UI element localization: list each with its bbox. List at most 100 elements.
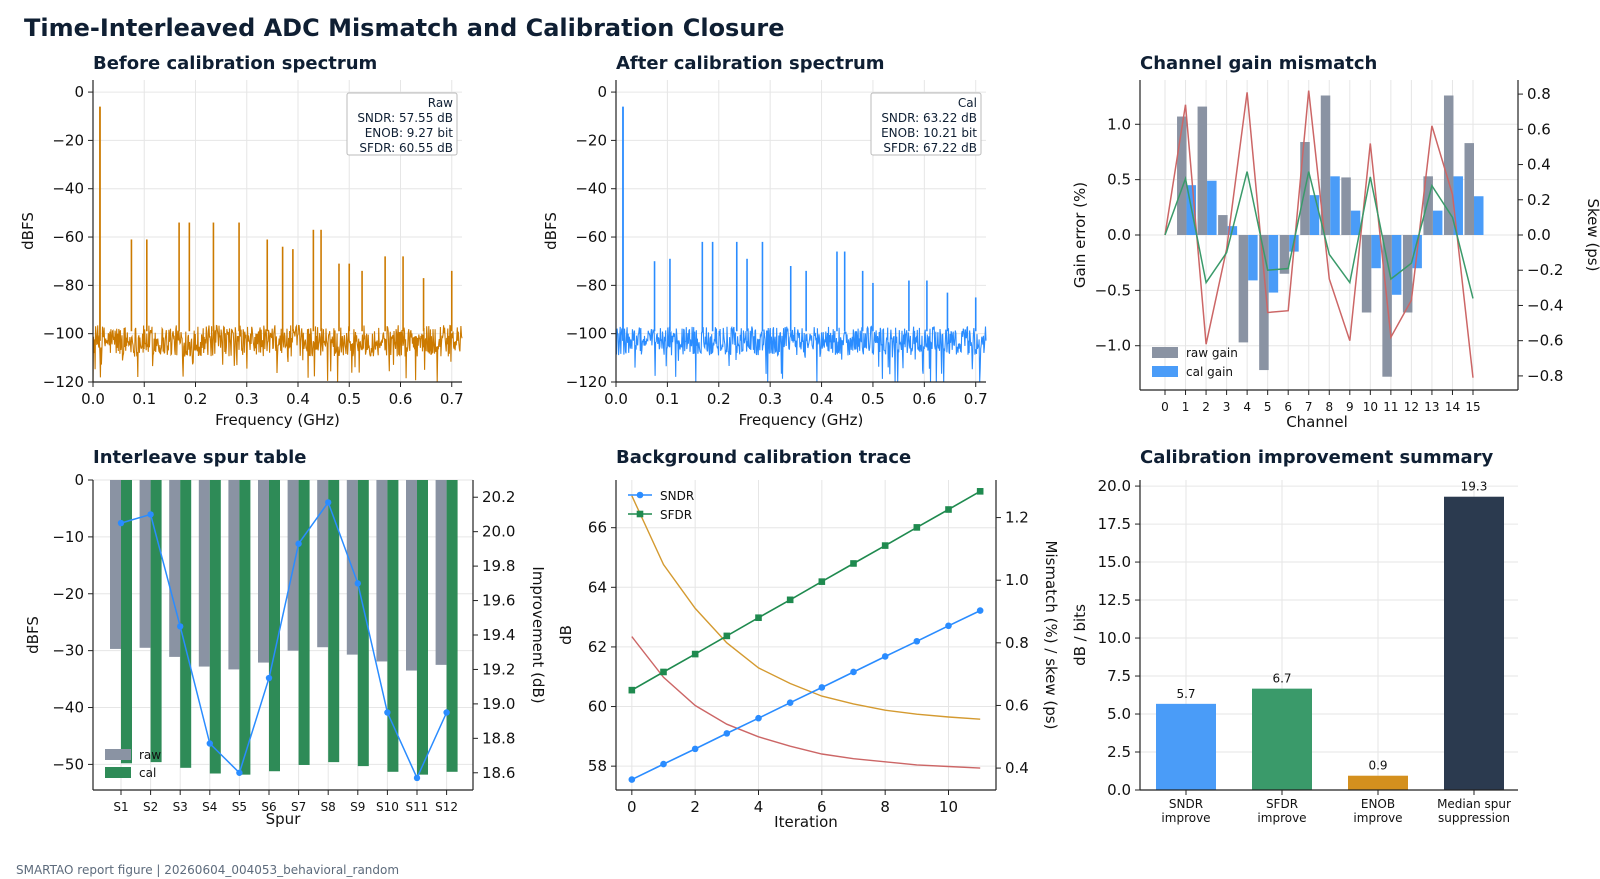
- spur-x-tick-label: S9: [350, 800, 365, 814]
- spur-cal-bar: [298, 480, 310, 765]
- spur-raw-bar: [198, 480, 210, 667]
- after-annotation-box: [870, 92, 982, 156]
- gain-cal-bar: [1371, 235, 1381, 269]
- improvement-point: [147, 511, 154, 518]
- before-annotation-line: ENOB: 9.27 bit: [365, 126, 454, 140]
- summary-x-tick-label: SNDR: [1169, 797, 1203, 811]
- sndr-point: [913, 637, 921, 645]
- spur-cal-bar: [417, 480, 428, 775]
- y-right-tick-label: 19.4: [482, 626, 515, 644]
- before-annotation-line: Raw: [428, 96, 453, 110]
- figure-title: Time-Interleaved ADC Mismatch and Calibr…: [24, 14, 785, 42]
- sfdr-point: [850, 560, 857, 567]
- figure-footer: SMARTAO report figure | 20260604_004053_…: [16, 863, 399, 877]
- legend-raw-gain-label: raw gain: [1186, 346, 1238, 360]
- gain-cal-bar: [1391, 235, 1402, 295]
- y-tick-label: 7.5: [1107, 667, 1131, 685]
- y-tick-label: −80: [52, 276, 84, 294]
- x-tick-label: 2: [690, 798, 700, 816]
- gain-x-tick-label: 14: [1445, 400, 1460, 414]
- summary-bar: [1348, 775, 1408, 790]
- before-x-axis-label: Frequency (GHz): [215, 411, 340, 429]
- y-right-tick-label: 20.2: [482, 488, 515, 506]
- sndr-point: [691, 745, 699, 753]
- spur-raw-bar: [435, 480, 447, 665]
- after-x-axis-label: Frequency (GHz): [739, 411, 864, 429]
- spur-cal-bar: [357, 480, 369, 767]
- spur-cal-bar: [150, 480, 162, 763]
- sfdr-point: [691, 650, 699, 658]
- y-tick-label: −10: [52, 528, 84, 546]
- y-tick-label: −50: [52, 755, 84, 773]
- gain-x-tick-label: 3: [1223, 400, 1231, 414]
- summary-value-label: 6.7: [1272, 672, 1291, 686]
- x-tick-label: 8: [880, 798, 890, 816]
- sndr-point: [786, 699, 794, 706]
- improvement-line: [120, 500, 448, 780]
- improvement-point: [354, 580, 361, 587]
- spur-x-tick-label: S8: [321, 800, 336, 814]
- sndr-point: [850, 668, 857, 676]
- summary-x-tick-label: SFDR: [1266, 797, 1298, 811]
- spur-cal-bar: [209, 480, 221, 774]
- y-tick-label: −60: [575, 228, 607, 246]
- summary-x-tick-label: suppression: [1438, 811, 1510, 825]
- x-tick-label: 4: [754, 798, 764, 816]
- spur-x-tick-label: S2: [143, 800, 158, 814]
- y-tick-label: 0: [74, 83, 84, 101]
- gain-x-axis-label: Channel: [1286, 413, 1348, 431]
- gain-x-tick-label: 4: [1243, 400, 1251, 414]
- x-tick-label: 0.0: [81, 390, 105, 408]
- improvement-point: [384, 709, 391, 716]
- y-tick-label: 5.0: [1107, 705, 1131, 723]
- before-annotation-box: [346, 92, 458, 156]
- gain-raw-bar: [1341, 177, 1351, 235]
- improvement-point: [265, 674, 273, 682]
- y-tick-label: −20: [52, 585, 84, 603]
- improvement-point: [117, 519, 125, 527]
- gain-raw-bar: [1464, 143, 1474, 235]
- sfdr-point: [786, 596, 794, 604]
- spur-x-tick-label: S7: [291, 800, 306, 814]
- improvement-point: [295, 540, 302, 547]
- y-tick-label: −40: [575, 180, 607, 198]
- spur-x-tick-label: S4: [202, 800, 217, 814]
- y-tick-label: −40: [52, 180, 84, 198]
- gain-y-right-label: Skew (ps): [1584, 199, 1600, 272]
- spur-x-tick-label: S12: [435, 800, 458, 814]
- y-tick-label: −100: [566, 325, 607, 343]
- summary-bar: [1252, 688, 1312, 790]
- summary-x-tick-label: improve: [1257, 811, 1306, 825]
- before-annotation-line: SFDR: 60.55 dB: [359, 141, 453, 155]
- x-tick-label: 0.5: [337, 390, 361, 408]
- y-tick-label: −120: [43, 373, 84, 391]
- gain-raw-bar: [1279, 235, 1290, 274]
- x-tick-label: 0.1: [655, 390, 679, 408]
- y-right-tick-label: −0.6: [1527, 332, 1563, 350]
- gain-x-tick-label: 7: [1305, 400, 1313, 414]
- spur-x-axis-label: Spur: [266, 810, 302, 828]
- x-tick-label: 0.4: [810, 390, 834, 408]
- y-right-tick-label: 0.4: [1527, 156, 1551, 174]
- spur-raw-bar: [110, 480, 121, 649]
- improvement-point: [236, 769, 243, 776]
- y-right-tick-label: 0.4: [1005, 759, 1029, 777]
- summary-value-label: 19.3: [1461, 480, 1488, 494]
- improvement-point: [325, 499, 332, 506]
- gain-cal-bar: [1309, 195, 1320, 235]
- y-right-tick-label: 19.6: [482, 592, 515, 610]
- spur-y-right-label: Improvement (dB): [529, 566, 547, 703]
- gain-x-tick-label: 0: [1161, 400, 1169, 414]
- y-tick-label: 66: [588, 519, 607, 537]
- y-tick-label: 60: [588, 698, 607, 716]
- y-right-tick-label: 0.2: [1527, 191, 1551, 209]
- trace-y-right-label: Mismatch (%) / skew (ps): [1042, 541, 1060, 730]
- y-tick-label: −0.5: [1095, 281, 1131, 299]
- y-right-tick-label: 0.8: [1005, 634, 1029, 652]
- spur-cal-bar: [121, 480, 132, 764]
- y-right-tick-label: 1.2: [1005, 509, 1029, 527]
- sfdr-point: [913, 524, 921, 531]
- y-tick-label: 0: [74, 471, 84, 489]
- summary-x-tick-label: Median spur: [1437, 797, 1511, 811]
- summary-y-axis-label: dB / bits: [1071, 604, 1089, 666]
